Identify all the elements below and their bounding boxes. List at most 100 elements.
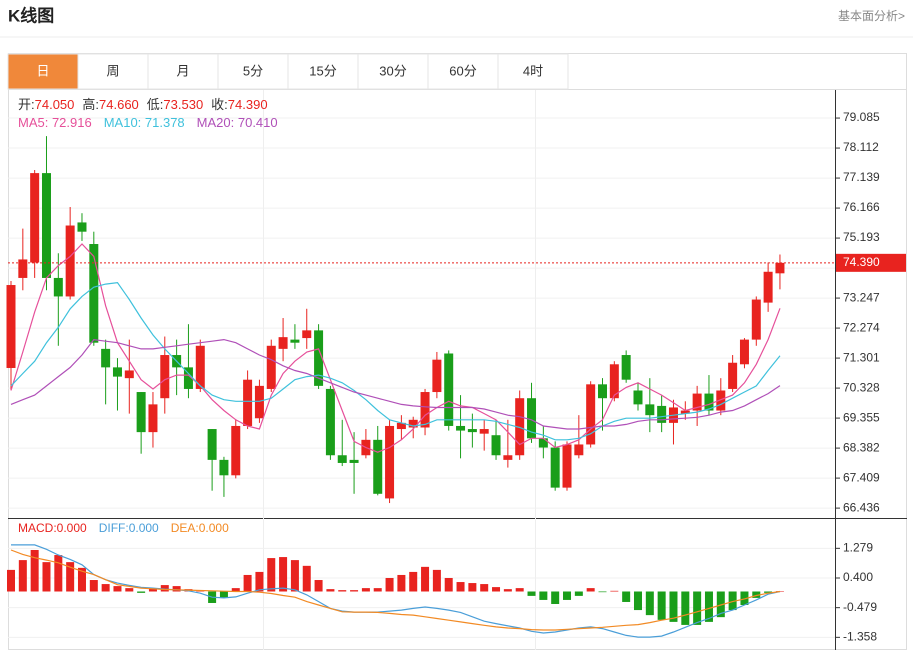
legend-entry: MA20: 70.410: [197, 115, 278, 130]
macd-bar: [693, 591, 702, 625]
macd-bar: [539, 591, 548, 600]
macd-bar: [740, 591, 749, 606]
tab-label[interactable]: 周: [106, 63, 119, 78]
macd-bar: [503, 589, 512, 592]
info-label: 低:: [147, 97, 164, 112]
tab[interactable]: [287, 53, 359, 90]
macd-bar: [574, 591, 583, 596]
tab-label[interactable]: 5分: [243, 63, 263, 78]
candle-body: [645, 404, 655, 416]
candle-body: [550, 447, 560, 488]
macd-bar: [373, 588, 382, 592]
macd-bar: [314, 580, 323, 592]
candle-body: [456, 425, 466, 431]
y-tick-label: 69.355: [843, 410, 880, 424]
candle-body: [598, 384, 607, 399]
candle-body: [586, 384, 596, 445]
chart-frame: [8, 53, 907, 650]
macd-bar: [125, 588, 134, 592]
y-tick-label: -0.479: [843, 600, 877, 614]
y-tick-label: 71.301: [843, 350, 880, 364]
y-tick-label: 66.436: [843, 500, 880, 514]
candle-body: [609, 364, 619, 399]
macd-bar: [598, 591, 607, 593]
candle-body: [112, 367, 122, 377]
candle-body: [692, 393, 702, 411]
macd-bar: [764, 591, 773, 593]
macd-bar: [432, 569, 441, 592]
candle-body: [775, 262, 785, 274]
candle-body: [41, 173, 51, 278]
info-value: 74.050: [35, 97, 75, 112]
candle-body: [207, 429, 217, 460]
macd-bar: [30, 549, 39, 592]
y-tick-label: 77.139: [843, 170, 880, 184]
macd-bar: [563, 591, 572, 600]
macd-bar: [101, 584, 110, 592]
macd-bar: [645, 591, 654, 616]
candle-body: [325, 388, 335, 456]
info-label: 开:: [18, 97, 35, 112]
tab-label[interactable]: 日: [36, 63, 49, 78]
candle-body: [278, 337, 288, 349]
macd-bar: [231, 588, 240, 592]
candle-body: [266, 345, 276, 389]
ma-line: [10, 281, 781, 441]
candle-body: [432, 359, 442, 393]
macd-bar: [66, 562, 75, 592]
macd-bar: [290, 560, 299, 592]
macd-line: [11, 544, 781, 638]
tab[interactable]: [427, 53, 499, 90]
y-tick-label: 76.166: [843, 200, 880, 214]
candle-body: [136, 392, 146, 433]
candle-body: [231, 425, 241, 476]
macd-bar: [492, 587, 501, 592]
macd-bar: [704, 591, 713, 622]
candle-body: [420, 392, 430, 428]
candle-body: [716, 390, 726, 411]
tab[interactable]: [7, 53, 79, 90]
macd-bar: [137, 591, 146, 593]
fundamental-link[interactable]: 基本面分析>: [838, 9, 905, 23]
candle-body: [195, 345, 205, 389]
tab[interactable]: [357, 53, 429, 90]
last-price-label: 74.390: [843, 255, 880, 269]
candle-body: [385, 425, 395, 499]
candle-body: [101, 348, 111, 368]
ma-legend: MA5: 72.916 MA10: 71.378 MA20: 70.410: [18, 115, 278, 130]
macd-bar: [172, 586, 181, 592]
tab-label[interactable]: 30分: [379, 63, 406, 78]
candle-body: [562, 444, 572, 488]
macd-bar: [551, 591, 560, 604]
macd-bar: [42, 562, 51, 592]
tab-label[interactable]: 60分: [449, 63, 476, 78]
y-tick-label: -1.358: [843, 630, 877, 644]
tab-label[interactable]: 月: [176, 63, 189, 78]
macd-bar: [610, 590, 619, 592]
legend-entry: MACD:0.000: [18, 521, 87, 535]
candle-body: [254, 385, 264, 419]
macd-bar: [219, 591, 228, 598]
macd-bar: [77, 567, 86, 592]
macd-bar: [7, 569, 15, 592]
candle-body: [527, 398, 537, 439]
macd-bar: [728, 591, 737, 611]
macd-bar: [54, 555, 63, 592]
tab[interactable]: [497, 53, 569, 90]
y-tick-label: 70.328: [843, 380, 880, 394]
candle-body: [751, 299, 761, 340]
tab[interactable]: [217, 53, 289, 90]
tab-label[interactable]: 15分: [309, 63, 336, 78]
candle-body: [314, 330, 324, 386]
macd-bar: [350, 590, 359, 592]
candle-body: [65, 225, 75, 297]
info-label: 收:: [211, 97, 228, 112]
tab-label[interactable]: 4时: [523, 63, 543, 78]
candle-body: [290, 339, 300, 343]
macd-bar: [361, 588, 370, 592]
candle-body: [53, 277, 63, 297]
last-price-box: [836, 253, 906, 272]
macd-bar: [160, 585, 169, 592]
legend-entry: DIFF:0.000: [99, 521, 159, 535]
